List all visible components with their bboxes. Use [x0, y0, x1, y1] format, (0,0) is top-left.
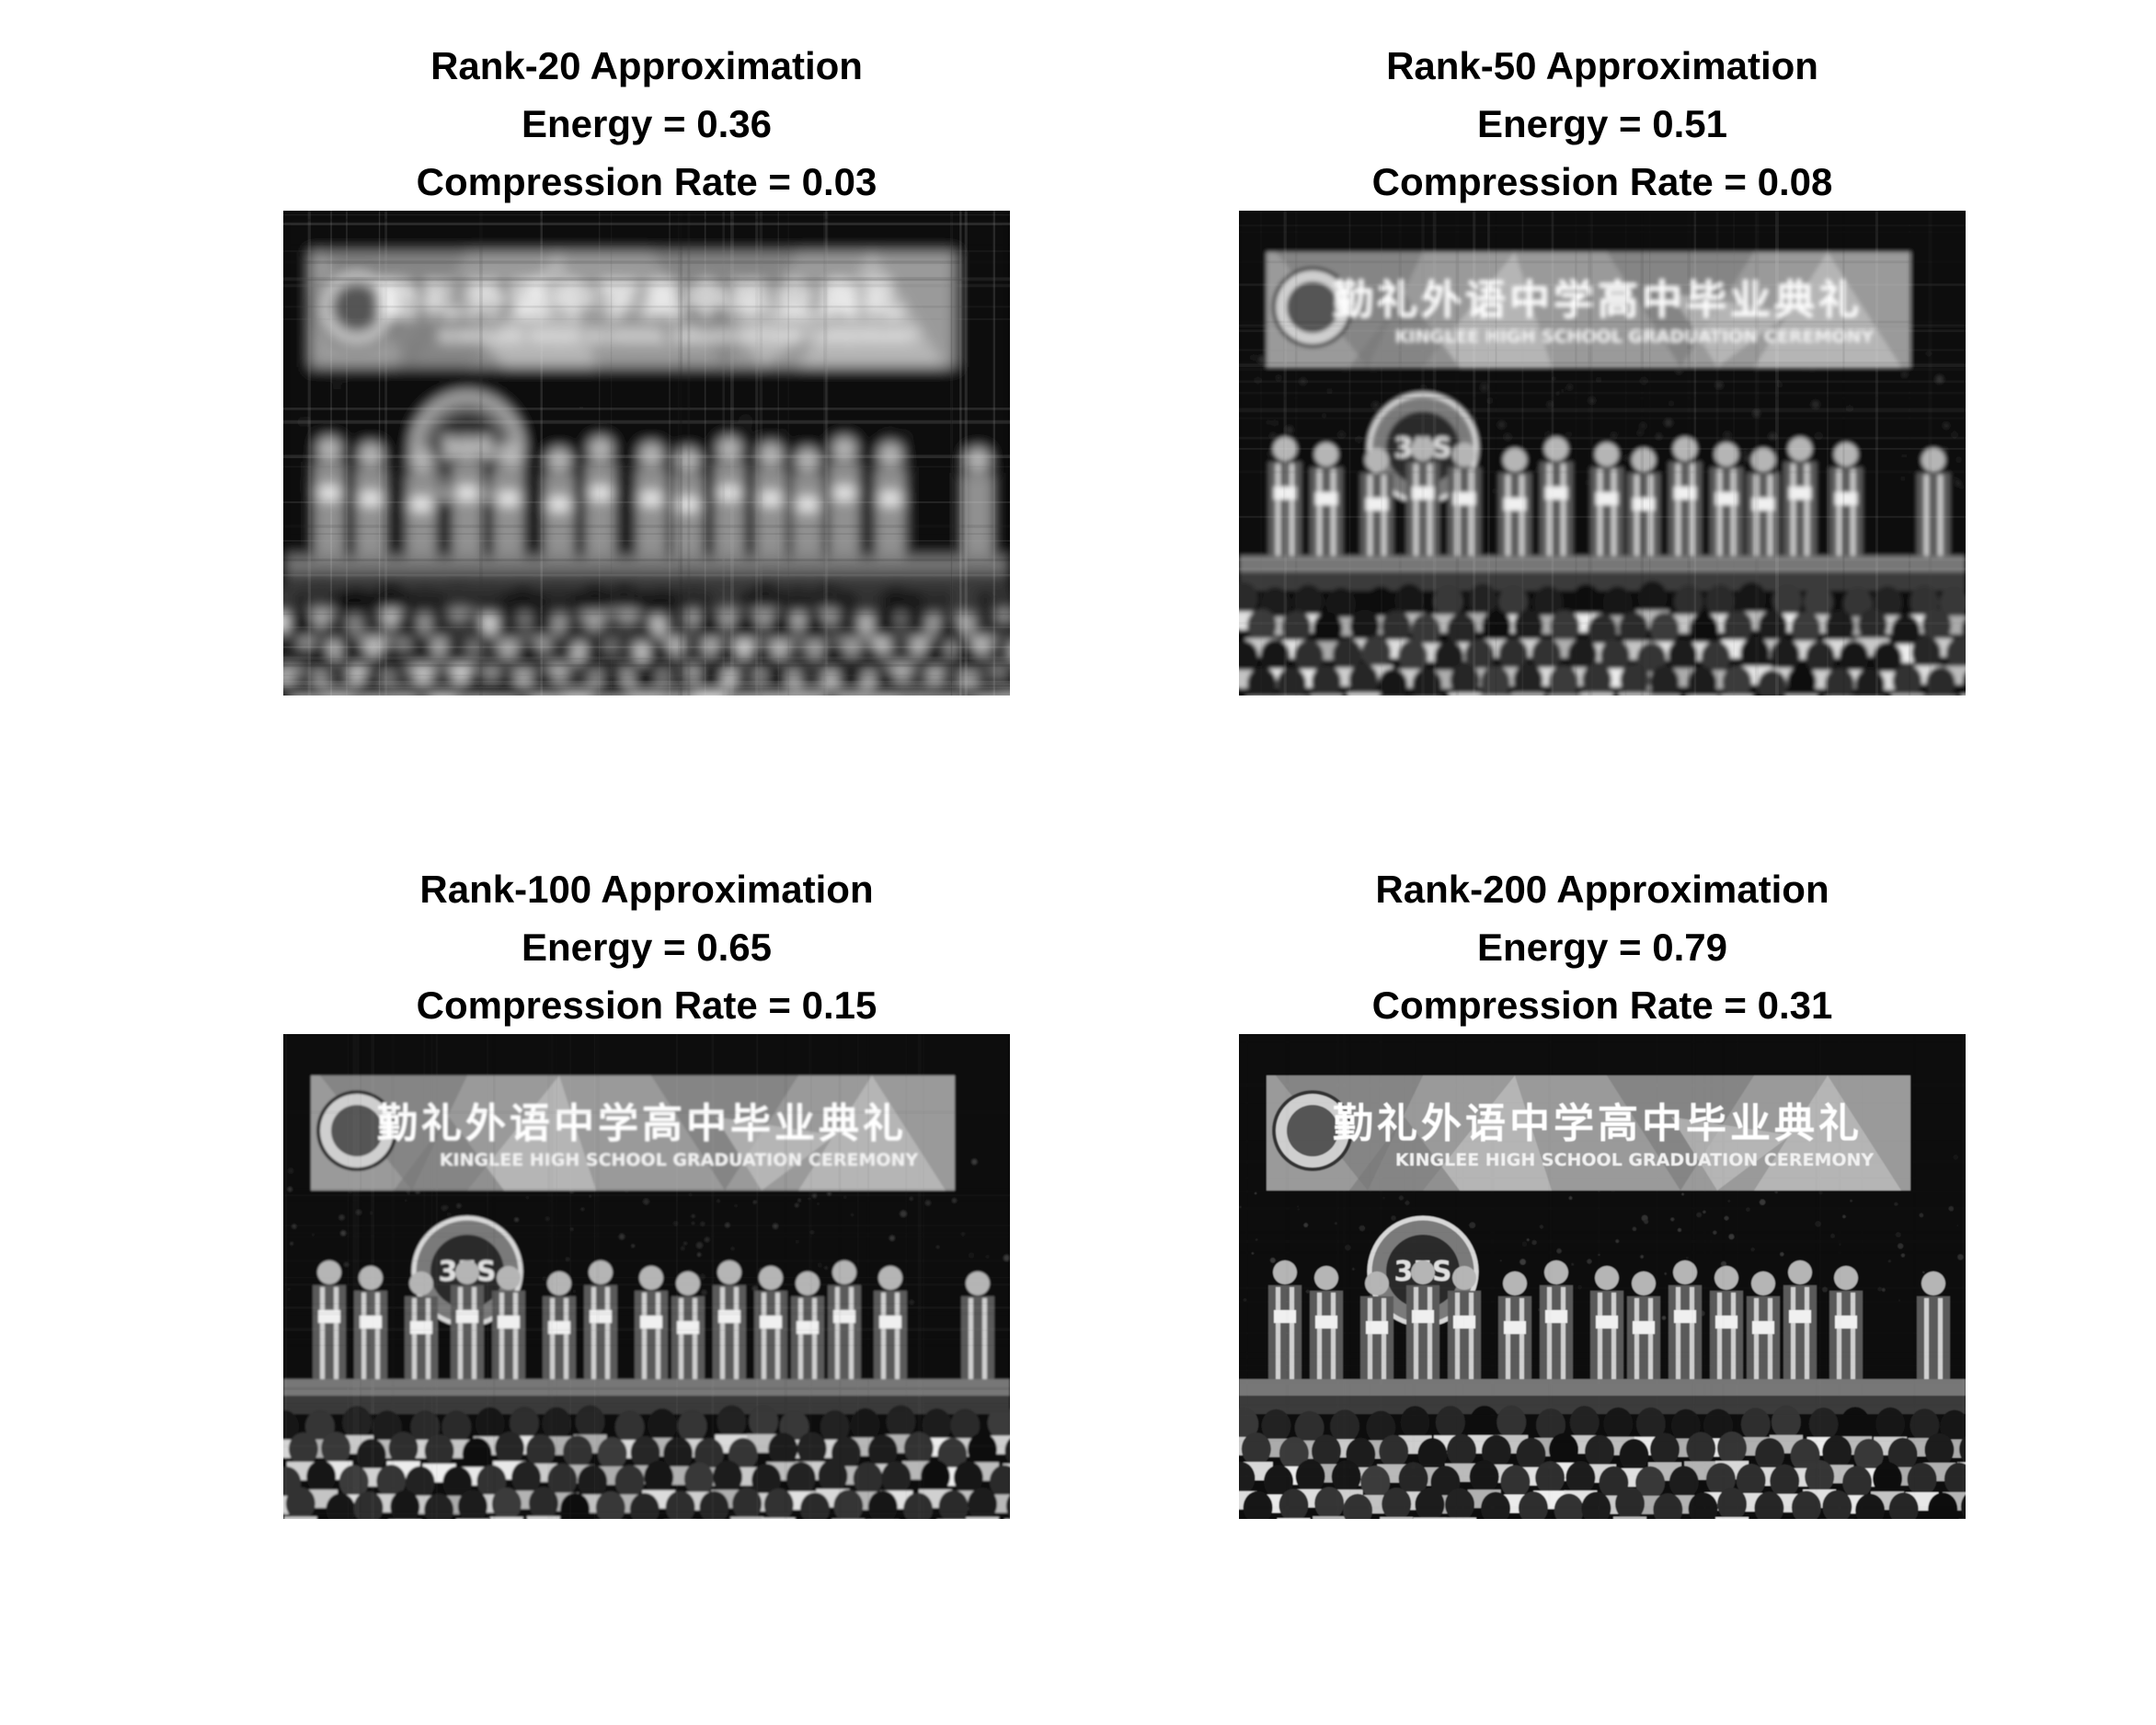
panel-rank-20: Rank-20 Approximation Energy = 0.36 Comp…: [283, 37, 1010, 696]
energy-label: Energy = 0.79: [1477, 926, 1727, 969]
compression-label: Compression Rate = 0.03: [416, 160, 877, 203]
panel-titles: Rank-200 Approximation Energy = 0.79 Com…: [1239, 860, 1966, 1034]
banner-chinese-text: 勤礼外语中学高中毕业典礼: [377, 1100, 907, 1147]
panel-rank-50: Rank-50 Approximation Energy = 0.51 Comp…: [1239, 37, 1966, 696]
compression-label: Compression Rate = 0.15: [416, 983, 877, 1027]
panel-titles: Rank-50 Approximation Energy = 0.51 Comp…: [1239, 37, 1966, 211]
banner-english-text: KINGLEE HIGH SCHOOL GRADUATION CEREMONY: [440, 1150, 919, 1170]
panel-titles: Rank-20 Approximation Energy = 0.36 Comp…: [283, 37, 1010, 211]
panel-title: Rank-50 Approximation: [1386, 44, 1818, 87]
energy-label: Energy = 0.51: [1477, 102, 1727, 145]
banner-english-text: KINGLEE HIGH SCHOOL GRADUATION CEREMONY: [1395, 1150, 1875, 1170]
panel-title: Rank-20 Approximation: [430, 44, 863, 87]
panel-titles: Rank-100 Approximation Energy = 0.65 Com…: [283, 860, 1010, 1034]
approximation-image: 勤礼外语中学高中毕业典礼 KINGLEE HIGH SCHOOL GRADUATI…: [283, 211, 1010, 696]
panel-title: Rank-200 Approximation: [1375, 868, 1829, 911]
panel-rank-200: Rank-200 Approximation Energy = 0.79 Com…: [1239, 860, 1966, 1519]
panel-rank-100: Rank-100 Approximation Energy = 0.65 Com…: [283, 860, 1010, 1519]
panel-title: Rank-100 Approximation: [419, 868, 874, 911]
approximation-image: 勤礼外语中学高中毕业典礼 KINGLEE HIGH SCHOOL GRADUATI…: [1239, 1034, 1966, 1519]
compression-label: Compression Rate = 0.31: [1371, 983, 1833, 1027]
energy-label: Energy = 0.36: [522, 102, 772, 145]
banner-chinese-text: 勤礼外语中学高中毕业典礼: [377, 277, 907, 324]
approximation-image: 勤礼外语中学高中毕业典礼 KINGLEE HIGH SCHOOL GRADUATI…: [283, 1034, 1010, 1519]
banner-chinese-text: 勤礼外语中学高中毕业典礼: [1333, 1100, 1863, 1147]
banner-english-text: KINGLEE HIGH SCHOOL GRADUATION CEREMONY: [1395, 327, 1875, 347]
banner-english-text: KINGLEE HIGH SCHOOL GRADUATION CEREMONY: [440, 327, 919, 347]
banner-chinese-text: 勤礼外语中学高中毕业典礼: [1333, 277, 1863, 324]
energy-label: Energy = 0.65: [522, 926, 772, 969]
compression-label: Compression Rate = 0.08: [1371, 160, 1833, 203]
approximation-image: 勤礼外语中学高中毕业典礼 KINGLEE HIGH SCHOOL GRADUATI…: [1239, 211, 1966, 696]
